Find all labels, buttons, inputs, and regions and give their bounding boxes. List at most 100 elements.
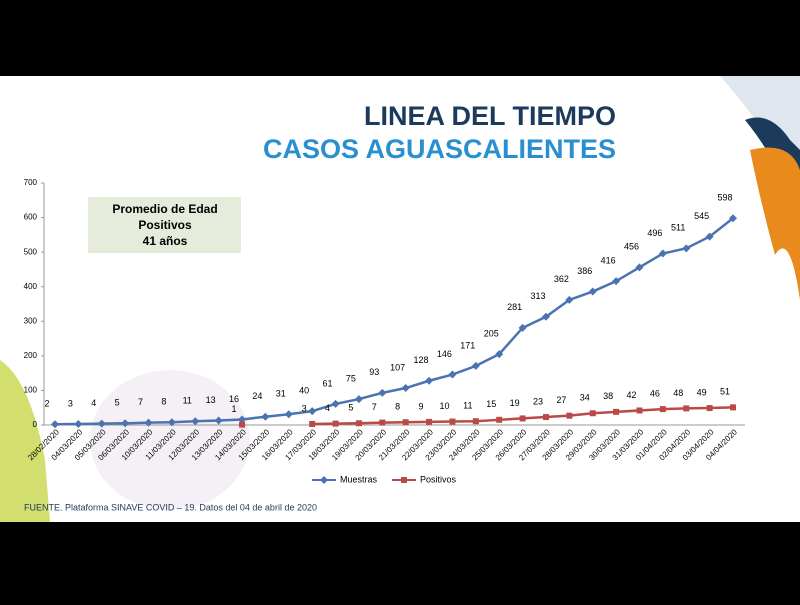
marker [682,244,691,253]
data-label: 31 [276,389,286,399]
marker [309,420,316,427]
marker [566,412,573,419]
data-label: 313 [530,291,545,301]
marker [613,408,620,415]
marker [121,419,130,428]
data-label: 49 [697,387,707,397]
marker [284,410,293,419]
data-label: 5 [115,398,120,408]
data-label: 386 [577,266,592,276]
title: LINEA DEL TIEMPO [364,101,616,131]
data-label: 545 [694,211,709,221]
y-tick-label: 0 [33,420,38,429]
data-label: 61 [323,378,333,388]
marker [658,249,667,258]
annotation-box [88,197,241,253]
data-label: 7 [372,402,377,412]
marker [308,407,317,416]
marker [378,388,387,397]
marker [542,414,549,421]
marker [239,421,246,428]
data-label: 107 [390,362,405,372]
marker [97,419,106,428]
data-label: 9 [419,401,424,411]
marker [541,312,550,321]
legend-marker [320,476,328,484]
data-label: 416 [601,256,616,266]
marker [167,418,176,427]
data-label: 5 [348,403,353,413]
data-label: 16 [229,394,239,404]
marker [51,420,59,429]
data-label: 3 [302,403,307,413]
marker [635,263,644,272]
legend-label: Muestras [340,474,378,484]
marker [379,419,386,426]
data-label: 42 [626,390,636,400]
y-tick-label: 500 [24,247,38,256]
marker [471,361,480,370]
data-label: 598 [717,193,732,203]
data-label: 24 [252,391,262,401]
marker [401,384,410,393]
decor [750,147,800,300]
data-label: 511 [671,223,685,233]
data-label: 8 [161,397,166,407]
annotation: 41 años [143,234,188,248]
data-label: 4 [325,403,330,413]
data-label: 1 [232,404,237,414]
y-tick-label: 700 [24,178,38,187]
data-label: 93 [369,367,379,377]
data-label: 19 [510,398,520,408]
marker [659,406,666,413]
source: FUENTE. Plataforma SINAVE COVID – 19. Da… [24,502,317,512]
data-label: 13 [206,395,216,405]
marker [518,323,527,332]
legend-marker [401,477,407,483]
decor [720,76,800,190]
marker [705,232,714,241]
title: CASOS AGUASCALIENTES [263,134,616,164]
data-label: 75 [346,373,356,383]
data-label: 27 [556,395,566,405]
marker [332,420,339,427]
marker [565,295,574,304]
data-label: 11 [183,396,192,406]
data-label: 128 [414,355,429,365]
marker [472,418,479,425]
marker [729,214,737,223]
data-label: 146 [437,349,452,359]
marker [683,405,690,412]
marker [354,395,363,404]
marker [448,370,457,379]
y-tick-label: 400 [24,282,38,291]
data-label: 38 [603,391,613,401]
marker [261,412,270,421]
marker [144,418,153,427]
decor [90,370,250,510]
marker [238,415,247,424]
marker [612,277,621,286]
data-label: 2 [44,399,49,409]
y-tick-label: 100 [24,386,38,395]
data-label: 40 [299,386,309,396]
marker [425,376,434,385]
data-label: 15 [486,399,496,409]
marker [331,399,340,408]
y-tick-label: 200 [24,351,38,360]
data-label: 48 [673,388,683,398]
marker [74,419,83,428]
marker [355,420,362,427]
data-label: 3 [68,398,73,408]
decor [745,117,800,240]
marker [426,418,433,425]
marker [214,416,223,425]
y-tick-label: 300 [24,316,38,325]
data-label: 7 [138,397,143,407]
data-label: 34 [580,393,590,403]
data-label: 362 [554,274,569,284]
legend-label: Positivos [420,474,457,484]
data-label: 51 [720,387,730,397]
annotation: Positivos [138,218,192,232]
y-tick-label: 600 [24,213,38,222]
